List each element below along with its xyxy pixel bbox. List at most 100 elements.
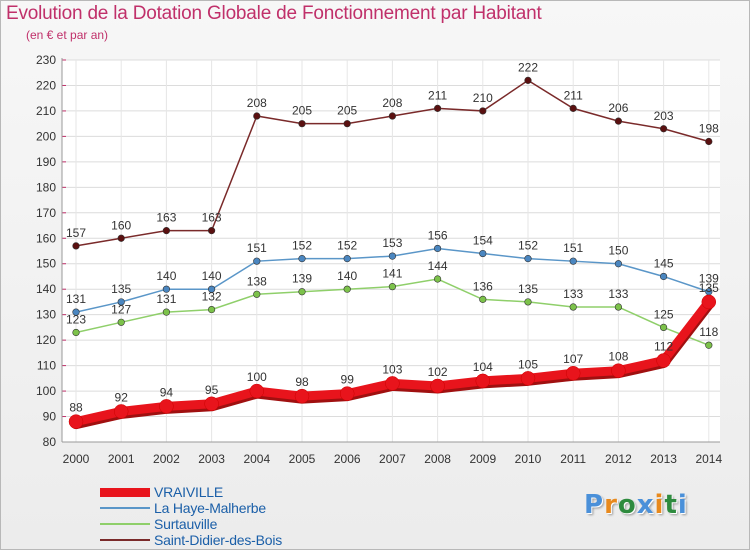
legend-item-surtauville[interactable]: Surtauville: [100, 516, 282, 532]
data-label-surtauville: 132: [202, 290, 222, 304]
data-label-vraiville: 104: [473, 360, 493, 374]
data-point-vraiville: [68, 414, 84, 429]
y-tick-label: 190: [36, 155, 56, 169]
data-label-saint-didier-des-bois: 163: [202, 211, 222, 225]
y-tick-label: 80: [43, 435, 57, 449]
logo-letter: i: [677, 490, 688, 520]
data-label-saint-didier-des-bois: 157: [66, 226, 86, 240]
data-point-saint-didier-des-bois: [524, 76, 532, 84]
data-label-surtauville: 131: [156, 292, 176, 306]
x-tick-label: 2000: [63, 452, 90, 466]
data-point-la-haye-malherbe: [117, 298, 125, 306]
data-label-surtauville: 144: [428, 259, 448, 273]
data-label-la-haye-malherbe: 151: [563, 241, 583, 255]
legend-label-la-haye-malherbe: La Haye-Malherbe: [154, 500, 266, 516]
data-point-la-haye-malherbe: [524, 255, 532, 263]
data-point-saint-didier-des-bois: [162, 227, 170, 235]
data-point-surtauville: [659, 323, 668, 332]
data-label-saint-didier-des-bois: 210: [473, 91, 493, 105]
data-label-surtauville: 127: [111, 302, 131, 316]
data-label-saint-didier-des-bois: 160: [111, 218, 131, 232]
data-point-vraiville: [159, 399, 174, 414]
data-point-saint-didier-des-bois: [614, 117, 623, 125]
data-label-vraiville: 108: [608, 350, 628, 364]
data-label-la-haye-malherbe: 151: [247, 241, 267, 255]
data-label-saint-didier-des-bois: 211: [428, 88, 447, 102]
data-label-vraiville: 99: [341, 373, 355, 387]
x-tick-label: 2008: [424, 452, 451, 466]
data-point-la-haye-malherbe: [614, 260, 623, 268]
data-label-saint-didier-des-bois: 208: [382, 96, 402, 110]
data-point-vraiville: [611, 363, 626, 378]
legend-label-surtauville: Surtauville: [154, 516, 218, 532]
x-tick-label: 2013: [650, 452, 677, 466]
data-label-vraiville: 95: [205, 383, 219, 397]
logo-letter: x: [636, 490, 655, 520]
data-label-vraiville: 92: [115, 390, 129, 404]
x-tick-label: 2002: [153, 452, 180, 466]
data-label-vraiville: 102: [428, 365, 448, 379]
legend-item-la-haye-malherbe[interactable]: La Haye-Malherbe: [100, 500, 282, 516]
data-label-surtauville: 141: [382, 267, 402, 281]
data-point-surtauville: [524, 298, 532, 306]
data-label-saint-didier-des-bois: 203: [654, 109, 674, 123]
data-label-vraiville: 98: [295, 375, 309, 389]
data-label-vraiville: 88: [69, 401, 83, 415]
data-point-surtauville: [569, 303, 577, 311]
data-point-la-haye-malherbe: [388, 252, 397, 260]
data-label-la-haye-malherbe: 153: [382, 236, 402, 250]
y-tick-label: 210: [36, 104, 56, 118]
data-label-la-haye-malherbe: 145: [654, 256, 674, 270]
legend-swatch-saint-didier-des-bois: [100, 539, 150, 541]
x-tick-label: 2007: [379, 452, 406, 466]
legend-label-saint-didier-des-bois: Saint-Didier-des-Bois: [154, 532, 283, 548]
data-label-la-haye-malherbe: 152: [292, 239, 312, 253]
y-tick-label: 150: [36, 257, 56, 271]
data-label-la-haye-malherbe: 135: [111, 282, 131, 296]
y-tick-label: 200: [36, 129, 56, 143]
logo-letter: o: [617, 490, 637, 520]
legend-swatch-vraiville: [100, 487, 150, 497]
data-label-vraiville: 103: [382, 362, 402, 376]
x-tick-label: 2014: [695, 452, 722, 466]
data-label-la-haye-malherbe: 154: [473, 234, 493, 248]
legend-item-saint-didier-des-bois[interactable]: Saint-Didier-des-Bois: [100, 532, 282, 548]
y-tick-label: 220: [36, 78, 56, 92]
data-point-vraiville: [339, 386, 355, 401]
data-label-surtauville: 133: [563, 287, 583, 301]
data-label-saint-didier-des-bois: 211: [564, 88, 583, 102]
data-label-surtauville: 136: [473, 279, 493, 293]
data-point-la-haye-malherbe: [72, 308, 80, 316]
legend-swatch-la-haye-malherbe: [100, 507, 150, 509]
data-point-surtauville: [72, 328, 80, 337]
data-label-surtauville: 125: [654, 307, 674, 321]
y-tick-label: 90: [43, 410, 57, 424]
data-point-surtauville: [208, 305, 216, 314]
data-point-vraiville: [430, 378, 445, 394]
data-label-la-haye-malherbe: 139: [699, 272, 719, 286]
logo-letter: r: [604, 490, 618, 520]
data-label-la-haye-malherbe: 152: [337, 239, 357, 253]
data-point-la-haye-malherbe: [659, 272, 668, 281]
data-point-saint-didier-des-bois: [117, 234, 125, 242]
x-tick-label: 2006: [334, 452, 361, 466]
data-point-saint-didier-des-bois: [72, 242, 80, 250]
data-point-la-haye-malherbe: [162, 285, 170, 293]
legend-item-vraiville[interactable]: VRAIVILLE: [100, 484, 282, 500]
y-tick-label: 120: [36, 333, 56, 347]
logo-letter: i: [654, 490, 665, 520]
x-tick-label: 2004: [243, 452, 270, 466]
data-point-la-haye-malherbe: [343, 255, 351, 263]
data-label-surtauville: 123: [66, 312, 86, 326]
data-point-la-haye-malherbe: [208, 285, 216, 293]
data-label-surtauville: 139: [292, 272, 312, 286]
data-label-vraiville: 105: [518, 357, 538, 371]
data-label-saint-didier-des-bois: 208: [247, 96, 267, 110]
legend-label-vraiville: VRAIVILLE: [154, 484, 224, 500]
data-label-la-haye-malherbe: 140: [156, 269, 176, 283]
data-point-saint-didier-des-bois: [388, 112, 397, 120]
data-label-la-haye-malherbe: 131: [66, 292, 86, 306]
chart-legend: VRAIVILLE La Haye-Malherbe Surtauville S…: [100, 484, 282, 548]
data-label-surtauville: 135: [518, 282, 538, 296]
x-tick-label: 2010: [515, 452, 542, 466]
